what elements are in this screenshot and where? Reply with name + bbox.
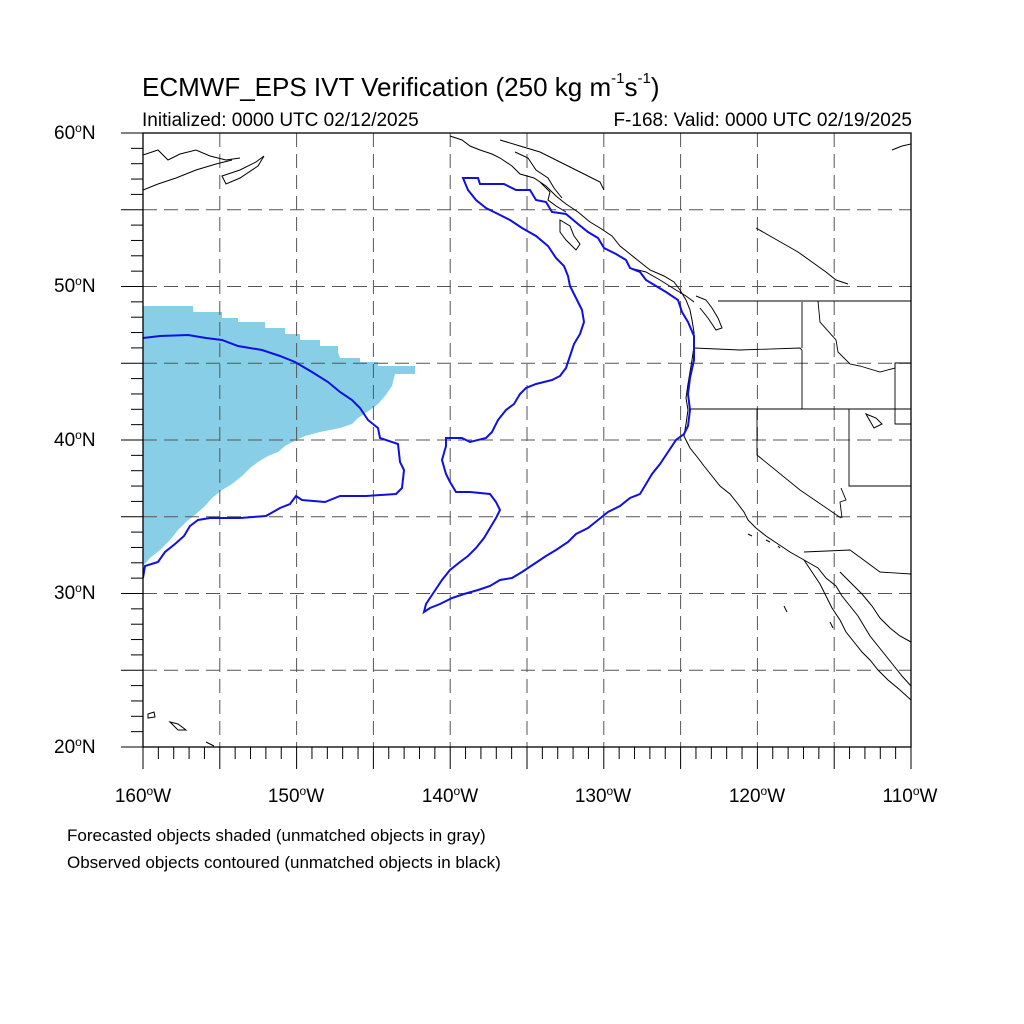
lon-label-130: 130oW (574, 784, 632, 807)
observed-object-contour (143, 333, 406, 579)
initialized-label: Initialized: 0000 UTC 02/12/2025 (142, 110, 419, 131)
lat-label-40: 40oN (54, 428, 96, 451)
footnote-forecast: Forecasted objects shaded (unmatched obj… (67, 826, 486, 845)
lat-label-50: 50oN (54, 274, 96, 297)
lon-label-120: 120oW (728, 784, 786, 807)
political-borders (690, 300, 911, 575)
observed-object-contour (422, 177, 695, 615)
lon-label-150: 150oW (267, 784, 325, 807)
lat-label-20: 20oN (54, 735, 96, 758)
map-title: ECMWF_EPS IVT Verification (250 kg m-1s-… (142, 70, 660, 102)
lat-lon-grid (143, 133, 911, 747)
valid-time-label: F-168: Valid: 0000 UTC 02/19/2025 (613, 110, 912, 131)
axis-ticks (121, 132, 912, 769)
lat-label-30: 30oN (54, 581, 96, 604)
lon-label-160: 160oW (114, 784, 172, 807)
lon-label-110: 110oW (882, 784, 938, 807)
footnote-observed: Observed objects contoured (unmatched ob… (67, 853, 501, 872)
coastlines (143, 135, 911, 747)
forecast-object (143, 306, 415, 566)
lon-label-140: 140oW (421, 784, 479, 807)
lat-label-60: 60oN (54, 121, 96, 144)
